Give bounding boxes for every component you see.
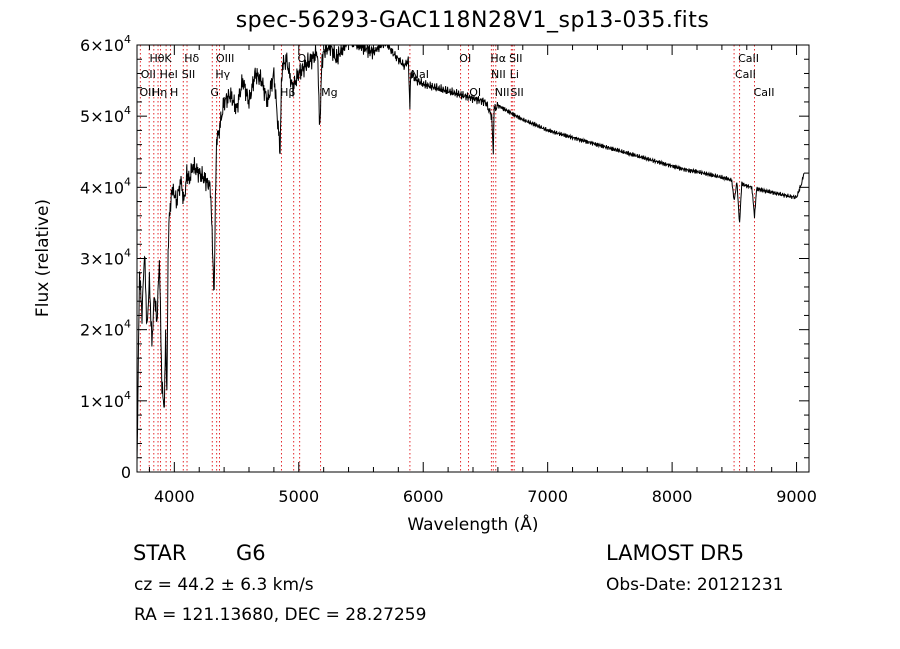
y-tick-label: 3×104 [80,247,131,269]
chart-title: spec-56293-GAC118N28V1_sp13-035.fits [235,8,710,33]
object-class: STAR [133,541,187,565]
line-label: Hα [490,52,506,65]
line-label: Hγ [215,68,230,81]
y-axis-label: Flux (relative) [33,199,53,317]
line-label: SII [510,86,523,99]
line-label: OI [469,86,481,99]
object-subclass: G6 [236,541,266,565]
survey-label: LAMOST DR5 [606,541,745,565]
y-tick-label: 2×104 [80,318,131,340]
line-label: SII [509,52,522,65]
y-axis: 0 1×104 2×104 3×104 4×104 5×104 6×104 [80,33,809,482]
line-label: HeI [160,68,178,81]
y-tick-label: 5×104 [80,104,131,126]
spectral-line-markers [139,45,755,472]
x-axis-label: Wavelength (Å) [407,513,538,535]
y-tick-label: 4×104 [80,175,131,197]
line-label: CaII [754,86,775,99]
line-label: CaII [735,68,756,81]
y-tick-label: 0 [121,463,131,482]
line-label: K [164,52,172,65]
line-label: OI [459,52,471,65]
y-tick-label: 6×104 [80,33,131,55]
line-label: Hδ [184,52,199,65]
spectrum-series-line [136,44,805,462]
line-label: Hθ [149,52,164,65]
x-tick-label: 7000 [527,487,568,506]
line-label: CaII [738,52,759,65]
line-label: NII [495,86,510,99]
ra-dec-coordinates: RA = 121.13680, DEC = 28.27259 [134,605,427,625]
y-tick-label: 1×104 [80,389,131,411]
line-label: OII [139,86,154,99]
x-tick-label: 9000 [776,487,817,506]
redshift-cz: cz = 44.2 ± 6.3 km/s [134,575,314,595]
line-label: SII [182,68,195,81]
line-label: OIII [216,52,234,65]
x-tick-label: 5000 [278,487,319,506]
line-label: H [170,86,178,99]
line-label: Mg [321,86,337,99]
line-label: Hβ [280,86,295,99]
x-tick-label: 8000 [652,487,693,506]
x-axis: 4000 5000 6000 7000 8000 9000 [148,45,817,506]
line-label: OII [141,68,156,81]
x-tick-label: 4000 [154,487,195,506]
observation-date: Obs-Date: 20121231 [606,575,784,595]
line-label: Hη [152,86,167,99]
line-label: NII [491,68,506,81]
line-label: G [210,86,219,99]
x-tick-label: 6000 [403,487,444,506]
line-label: Li [510,68,519,81]
